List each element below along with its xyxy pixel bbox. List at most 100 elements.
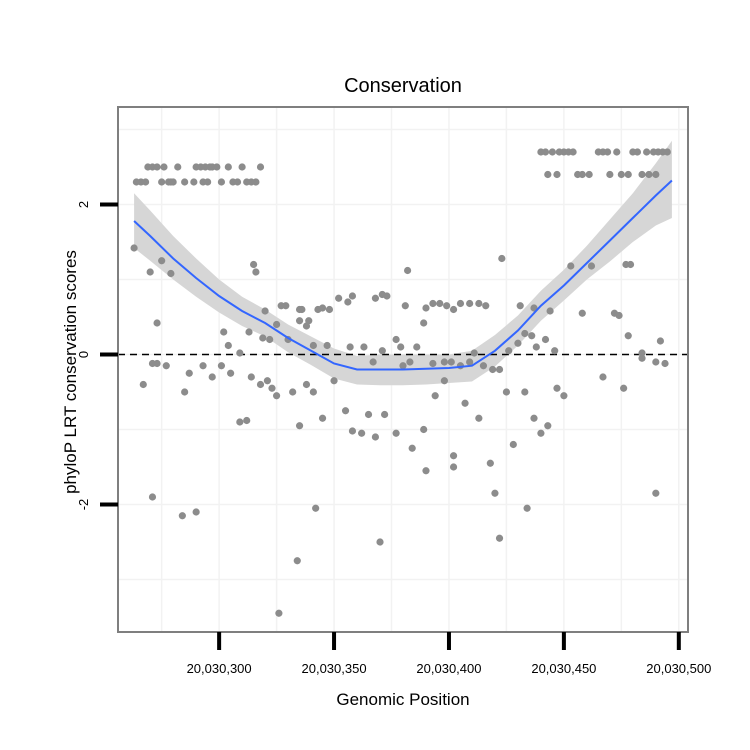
data-point <box>130 244 138 252</box>
data-point <box>514 339 522 347</box>
data-point <box>656 337 665 345</box>
data-point <box>420 425 428 434</box>
data-point <box>615 311 623 320</box>
data-point <box>587 262 596 270</box>
data-point <box>401 302 409 310</box>
data-point <box>509 440 517 449</box>
data-point <box>381 410 389 419</box>
data-point <box>479 362 488 370</box>
data-point <box>413 343 421 351</box>
data-point <box>224 341 232 350</box>
data-point <box>252 178 260 186</box>
data-point <box>360 343 368 351</box>
data-point <box>470 349 478 357</box>
data-point <box>447 358 455 366</box>
data-point <box>266 335 274 344</box>
data-point <box>422 304 430 312</box>
data-point <box>369 358 377 366</box>
data-point <box>192 508 200 516</box>
data-point <box>309 388 317 396</box>
data-point <box>376 538 384 546</box>
x-tick-label: 20,030,300 <box>187 661 252 676</box>
data-point <box>181 178 189 186</box>
data-point <box>224 163 232 171</box>
data-point <box>348 292 357 300</box>
data-point <box>392 335 400 344</box>
data-point <box>341 407 350 415</box>
data-point <box>420 319 428 327</box>
data-point <box>236 349 244 357</box>
data-point <box>652 358 660 366</box>
data-point <box>181 388 189 396</box>
data-point <box>220 328 228 336</box>
data-point <box>302 380 311 389</box>
data-point <box>436 299 444 308</box>
data-point <box>403 266 412 275</box>
data-point <box>606 170 614 179</box>
data-point <box>204 178 212 186</box>
data-point <box>643 148 651 156</box>
data-point <box>624 332 632 340</box>
data-point <box>603 148 612 156</box>
data-point <box>429 299 437 308</box>
data-point <box>502 388 511 396</box>
data-point <box>645 170 653 179</box>
data-point <box>160 163 168 171</box>
data-point <box>318 414 327 422</box>
data-point <box>475 299 483 308</box>
data-point <box>153 163 161 171</box>
data-point <box>544 170 552 179</box>
data-point <box>613 148 621 156</box>
data-point <box>272 392 281 400</box>
data-point <box>408 444 416 452</box>
data-point <box>466 299 474 308</box>
data-point <box>475 414 483 422</box>
data-point <box>638 349 646 357</box>
data-point <box>259 334 267 342</box>
x-tick-label: 20,030,500 <box>646 661 711 676</box>
data-point <box>548 148 556 156</box>
data-point <box>528 332 536 340</box>
data-point <box>449 305 458 314</box>
data-point <box>553 384 561 392</box>
data-point <box>146 268 154 276</box>
data-point <box>617 170 625 179</box>
data-point <box>335 294 343 302</box>
data-point <box>213 163 221 171</box>
data-point <box>523 504 531 512</box>
data-point <box>323 341 331 350</box>
data-point <box>298 305 306 314</box>
data-point <box>443 302 451 310</box>
data-point <box>158 178 166 186</box>
data-point <box>174 163 182 171</box>
y-axis-label: phyloP LRT conservation scores <box>61 250 80 494</box>
data-point <box>399 362 407 370</box>
data-point <box>325 305 334 314</box>
data-point <box>185 369 193 377</box>
x-axis-label: Genomic Position <box>336 690 469 709</box>
data-point <box>302 322 311 330</box>
data-point <box>250 260 258 269</box>
data-point <box>153 319 161 327</box>
data-point <box>139 380 147 389</box>
data-point <box>489 365 497 374</box>
data-point <box>268 384 276 392</box>
data-point <box>624 170 632 179</box>
data-point <box>505 347 513 355</box>
data-point <box>245 328 253 336</box>
data-point <box>440 377 448 385</box>
data-point <box>261 307 269 315</box>
data-point <box>638 170 646 179</box>
data-point <box>217 178 226 186</box>
x-tick-label: 20,030,350 <box>302 661 367 676</box>
data-point <box>256 163 265 171</box>
data-point <box>599 373 607 381</box>
data-point <box>530 414 538 422</box>
data-point <box>440 358 448 366</box>
y-axis: -2 0 2 <box>76 201 118 510</box>
data-point <box>238 163 246 171</box>
data-point <box>521 388 529 396</box>
data-point <box>167 269 175 278</box>
data-point <box>148 493 157 501</box>
data-point <box>217 362 226 370</box>
